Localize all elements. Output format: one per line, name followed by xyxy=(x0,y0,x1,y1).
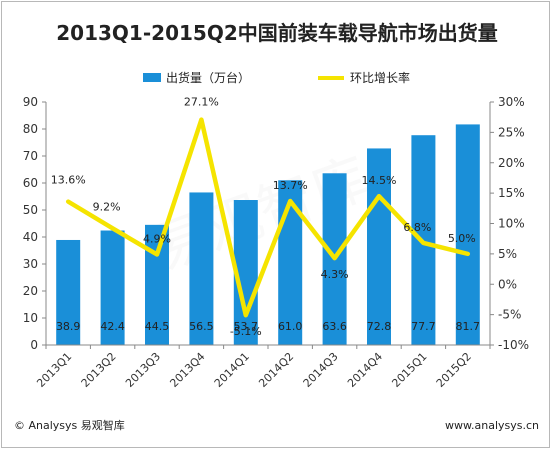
y-tick-label-right: -10% xyxy=(498,338,529,352)
line-series xyxy=(65,117,471,318)
line-value-label: 14.5% xyxy=(362,174,397,187)
y-tick-label-left: 70 xyxy=(23,149,38,163)
bar-value-label: 63.6 xyxy=(322,320,347,333)
x-tick-label: 2014Q4 xyxy=(345,350,385,390)
bar xyxy=(455,124,480,345)
bar xyxy=(100,230,125,345)
x-tick-label: 2015Q1 xyxy=(389,350,429,390)
bar-value-label: 42.4 xyxy=(100,320,125,333)
bar-series xyxy=(56,124,480,345)
x-tick-label: 2015Q2 xyxy=(434,350,474,390)
y-tick-label-right: -5% xyxy=(498,308,521,322)
footer-copyright: © Analysys 易观智库 xyxy=(14,418,125,432)
legend-swatch-shipments xyxy=(143,73,161,82)
bar-labels: 38.9 42.4 44.5 56.5 53.7 61.0 63.6 72.8 77.7 81.7 xyxy=(56,320,480,333)
line-value-label: -5.1% xyxy=(230,325,262,338)
y-tick-label-right: 0% xyxy=(498,277,517,291)
footer-url: www.analysys.cn xyxy=(445,419,539,432)
x-tick-label: 2013Q3 xyxy=(123,350,163,390)
bar xyxy=(56,239,81,345)
bar-value-label: 77.7 xyxy=(411,320,436,333)
y-tick-label-left: 80 xyxy=(23,122,38,136)
bar-value-label: 56.5 xyxy=(189,320,214,333)
x-axis: 2013Q1 2013Q2 2013Q3 2013Q4 2014Q1 2014Q2 2014… xyxy=(34,344,491,390)
line-value-label: 13.6% xyxy=(51,174,86,187)
legend-label-shipments: 出货量（万台） xyxy=(166,70,250,85)
line-value-label: 13.7% xyxy=(273,179,308,192)
y-tick-label-right: 20% xyxy=(498,156,525,170)
growth-rate-line xyxy=(65,117,471,318)
line-value-label: 27.1% xyxy=(184,96,219,109)
legend: 出货量（万台） 环比增长率 xyxy=(143,70,410,85)
line-labels: 13.6% 9.2% 4.9% 27.1% -5.1% 13.7% 4.3% 14.5% 6.8… xyxy=(51,96,476,339)
y-axis-right: -10% -5% 0% 5% 10% 15% 20% 25% 30% xyxy=(489,95,529,352)
y-tick-label-left: 20 xyxy=(23,284,38,298)
y-tick-label-left: 90 xyxy=(23,95,38,109)
line-value-label: 5.0% xyxy=(448,232,476,245)
y-tick-label-left: 0 xyxy=(30,338,38,352)
bar xyxy=(233,200,258,345)
bar-value-label: 38.9 xyxy=(56,320,81,333)
x-tick-label: 2014Q1 xyxy=(212,350,252,390)
line-value-label: 4.9% xyxy=(143,232,171,245)
bar-value-label: 81.7 xyxy=(456,320,481,333)
y-tick-label-right: 5% xyxy=(498,247,517,261)
y-tick-label-left: 60 xyxy=(23,176,38,190)
legend-label-growth: 环比增长率 xyxy=(350,70,410,85)
line-value-label: 9.2% xyxy=(93,200,121,213)
x-tick-label: 2013Q2 xyxy=(79,350,119,390)
x-tick-label: 2014Q3 xyxy=(301,350,341,390)
y-tick-label-left: 30 xyxy=(23,257,38,271)
y-axis-left: 0 10 20 30 40 50 60 70 80 90 xyxy=(23,95,47,352)
line-value-label: 6.8% xyxy=(403,221,431,234)
y-tick-label-right: 15% xyxy=(498,186,525,200)
x-tick-label: 2014Q2 xyxy=(256,350,296,390)
bar-value-label: 53.7 xyxy=(234,320,259,333)
line-value-label: 4.3% xyxy=(321,268,349,281)
bar xyxy=(189,192,214,345)
bar-value-label: 72.8 xyxy=(367,320,392,333)
bar xyxy=(367,148,391,345)
y-tick-label-left: 10 xyxy=(23,311,38,325)
y-tick-label-left: 40 xyxy=(23,230,38,244)
chart-title: 2013Q1-2015Q2中国前装车载导航市场出货量 xyxy=(56,21,497,45)
y-tick-label-right: 25% xyxy=(498,125,525,139)
bar-value-label: 61.0 xyxy=(278,320,303,333)
bar xyxy=(145,224,169,345)
bar-value-label: 44.5 xyxy=(145,320,170,333)
x-tick-label: 2013Q4 xyxy=(167,350,207,390)
y-tick-label-right: 10% xyxy=(498,217,525,231)
y-tick-label-right: 30% xyxy=(498,95,525,109)
x-tick-label: 2013Q1 xyxy=(34,350,74,390)
y-tick-label-left: 50 xyxy=(23,203,38,217)
